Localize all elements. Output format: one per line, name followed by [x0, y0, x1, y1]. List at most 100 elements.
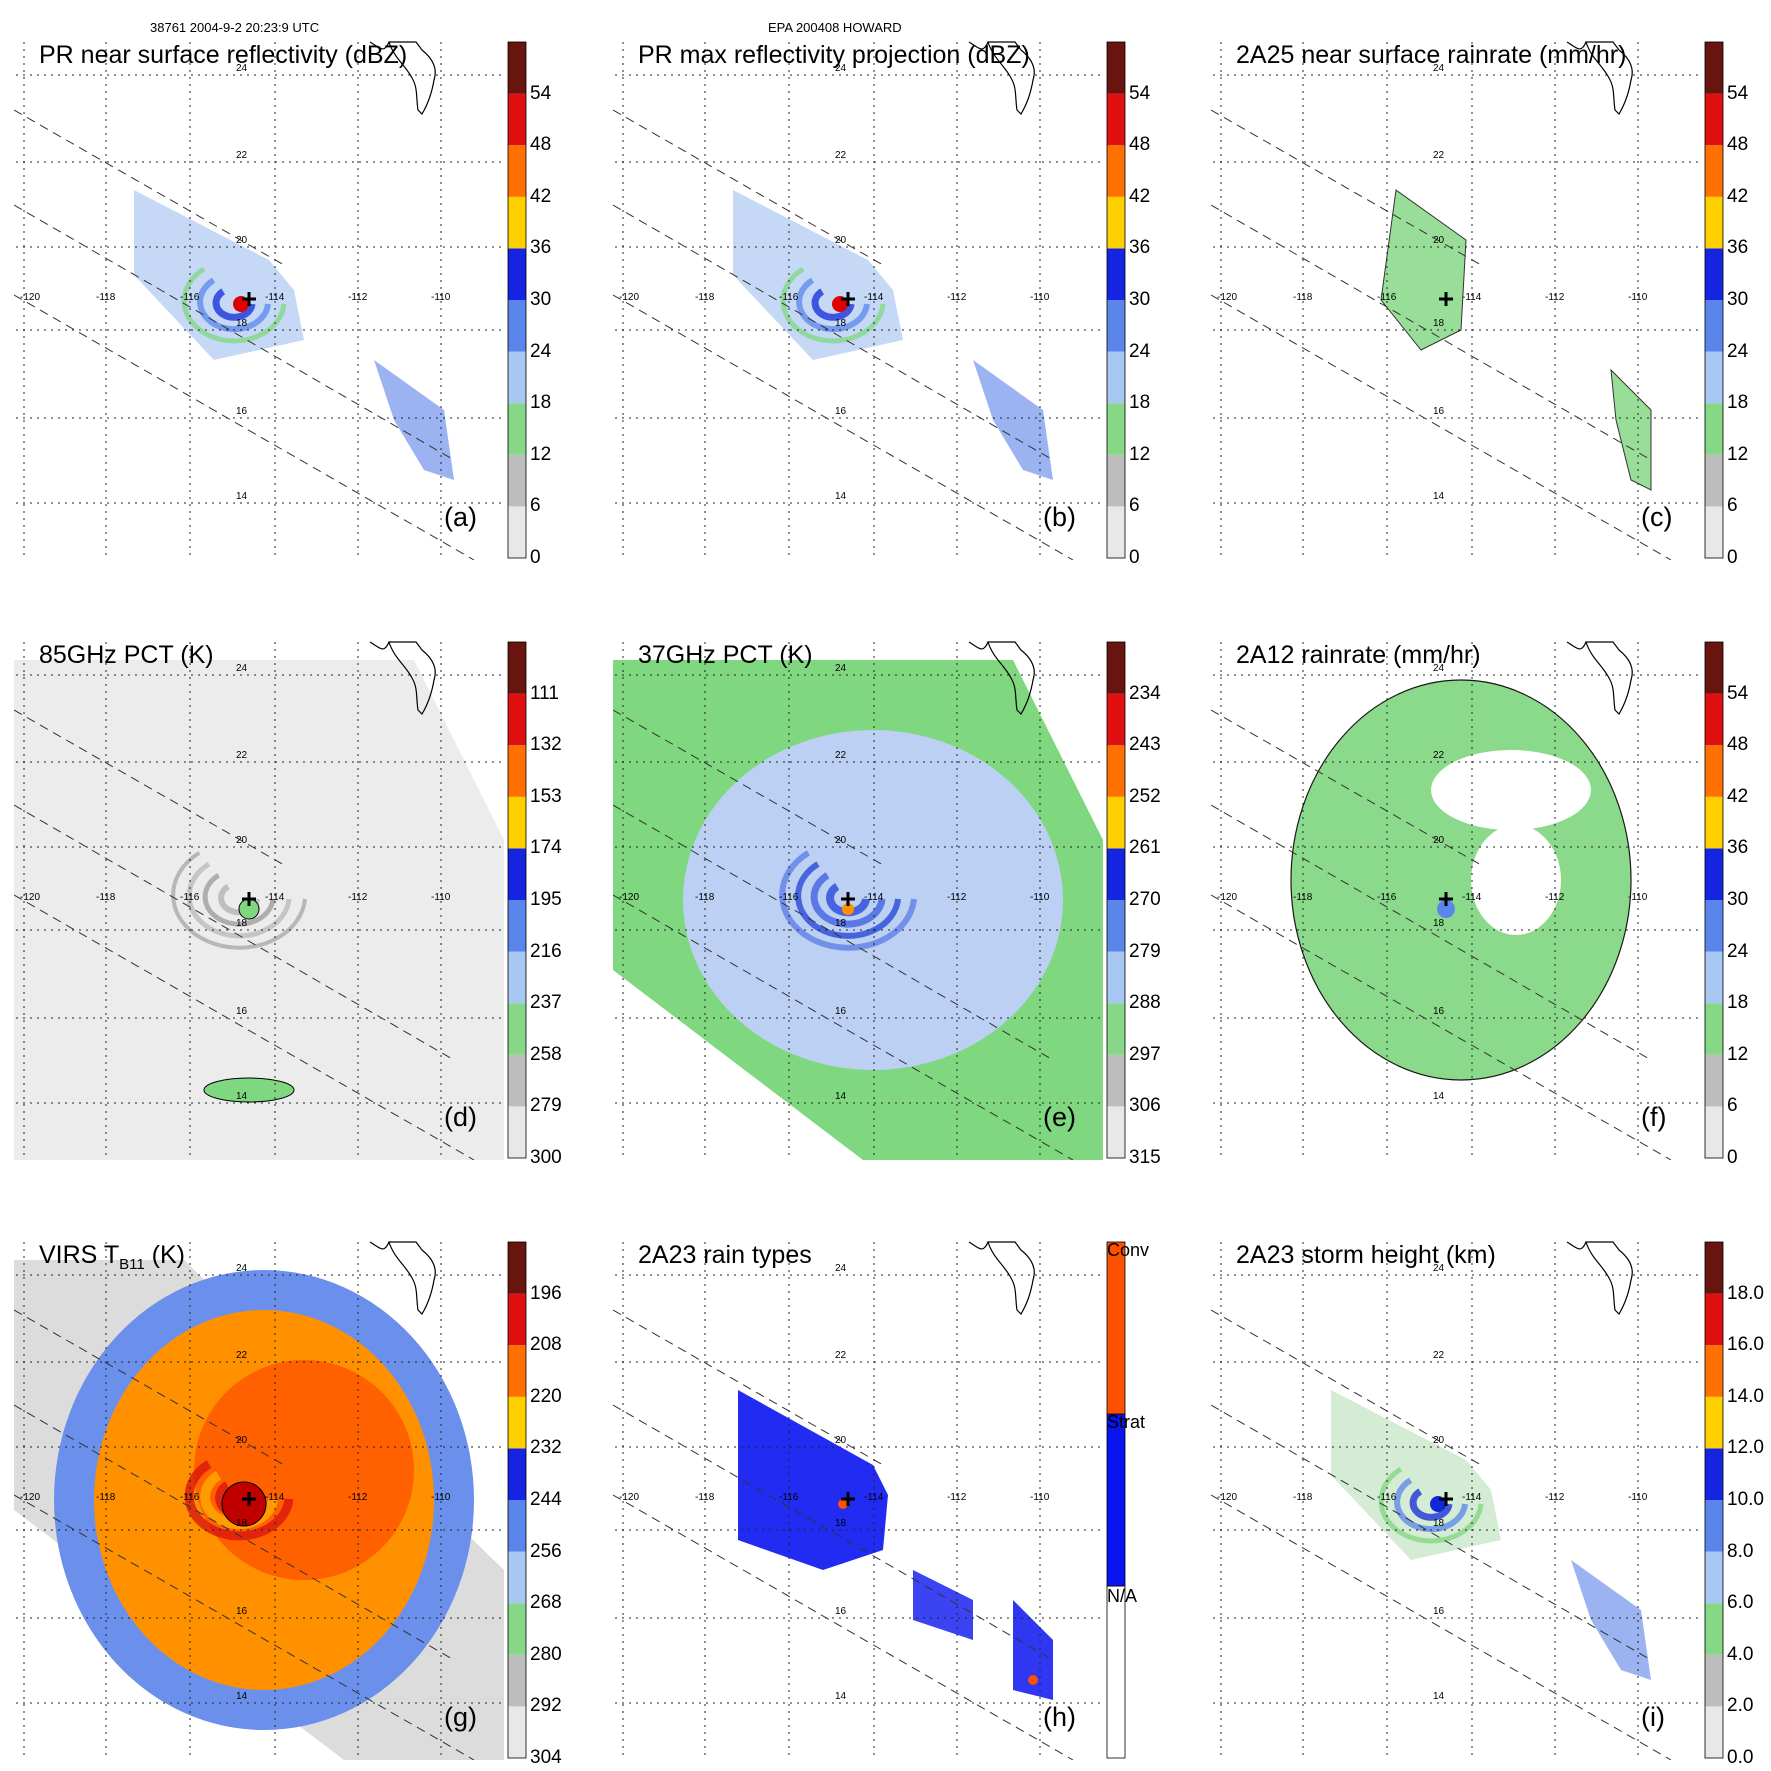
lon-label: -116 — [180, 892, 200, 903]
colorbar-tick-label: 14.0 — [1727, 1385, 1764, 1407]
panel-title-a: PR near surface reflectivity (dBZ) — [39, 41, 407, 70]
colorbar-tick-label: 42 — [1727, 185, 1749, 207]
colorbar-segment — [1705, 1706, 1723, 1758]
colorbar-segment — [1107, 454, 1125, 507]
colorbar-segment — [1705, 1345, 1723, 1397]
lon-label: -118 — [1293, 892, 1313, 903]
colorbar-tick-label: 54 — [1727, 682, 1749, 704]
colorbar-segment — [1107, 1106, 1125, 1158]
lon-label: -116 — [779, 1492, 799, 1503]
colorbar-tick-label: 252 — [1129, 785, 1161, 807]
colorbar-tick-label: 216 — [530, 940, 562, 962]
colorbar-tick-label: 24 — [1129, 340, 1151, 362]
panel-title-units: (K) — [144, 1241, 185, 1269]
colorbar-segment — [1705, 745, 1723, 797]
lon-label: -118 — [1293, 292, 1313, 303]
lon-label: -118 — [1293, 1492, 1313, 1503]
lon-label: -110 — [1628, 292, 1648, 303]
lon-label: -116 — [779, 892, 799, 903]
lon-label: -114 — [265, 292, 285, 303]
map-c: -120 -118 -116 -114 -112 -110 24 22 20 18 16 14 — [1211, 41, 1699, 560]
lat-label: 20 — [1433, 835, 1445, 846]
colorbar-segment — [508, 951, 526, 1004]
panel-title-text: 85GHz PCT (K) — [39, 641, 214, 669]
colorbar-tick-label: 18 — [1727, 392, 1749, 414]
colorbar-tick-label: 42 — [530, 185, 552, 207]
map-d: -120 -118 -116 -114 -112 -110 24 22 20 18 16 14 — [14, 641, 504, 1160]
colorbar-segment — [1705, 145, 1723, 197]
lon-label: -114 — [864, 1492, 884, 1503]
lon-label: -112 — [348, 892, 368, 903]
colorbar-segment — [1107, 403, 1125, 455]
lon-label: -110 — [1628, 892, 1648, 903]
colorbar-tick-label: 0.0 — [1727, 1747, 1754, 1768]
field-a — [134, 190, 454, 480]
colorbar-tick-label: 270 — [1129, 889, 1161, 910]
colorbar-segment — [508, 796, 526, 849]
lon-label: -116 — [1377, 892, 1397, 903]
colorbar-segment — [1705, 848, 1723, 900]
lat-label: 20 — [236, 235, 248, 246]
lon-label: -110 — [1628, 1492, 1648, 1503]
colorbar-segment — [1107, 900, 1125, 952]
colorbar-segment — [1107, 951, 1125, 1004]
panel-title-text: 2A23 storm height (km) — [1236, 1241, 1496, 1269]
colorbar-tick-label: 12 — [1727, 443, 1749, 465]
colorbar-segment — [1107, 1054, 1125, 1107]
lon-label: -118 — [695, 292, 715, 303]
lon-label: -112 — [348, 1492, 368, 1503]
map-h: -120 -118 -116 -114 -112 -110 24 22 20 18 16 14 — [613, 1241, 1101, 1760]
colorbar-tick-label: 244 — [530, 1489, 562, 1510]
colorbar-segment — [508, 1654, 526, 1707]
panel-label-h: (h) — [1043, 1702, 1076, 1732]
colorbar-tick-label: 30 — [1129, 289, 1151, 310]
lon-label: -116 — [180, 292, 200, 303]
colorbar-tick-label: 256 — [530, 1540, 562, 1562]
colorbar-tick-label: 297 — [1129, 1043, 1161, 1065]
lat-label: 18 — [236, 318, 248, 329]
colorbar-tick-label: 36 — [1129, 237, 1151, 259]
lat-label: 16 — [835, 1006, 847, 1017]
colorbar-segment — [508, 642, 526, 694]
colorbar-tick-label: 315 — [1129, 1147, 1161, 1168]
lat-label: 14 — [1433, 491, 1445, 502]
lon-label: -118 — [96, 1492, 116, 1503]
colorbar-c — [1704, 41, 1724, 559]
colorbar-segment — [1107, 145, 1125, 197]
colorbar-segment — [1106, 1413, 1126, 1587]
lon-label: -116 — [1377, 292, 1397, 303]
lat-label: 22 — [835, 150, 847, 161]
lon-label: -114 — [265, 1492, 285, 1503]
colorbar-tick-label: 36 — [1727, 237, 1749, 259]
lat-label: 14 — [835, 1091, 847, 1102]
colorbar-tick-label: 258 — [530, 1043, 562, 1065]
panel-title-text: 2A25 near surface rainrate (mm/hr) — [1236, 41, 1627, 69]
lat-label: 22 — [1433, 150, 1445, 161]
colorbar-tick-label: 12 — [1727, 1043, 1749, 1065]
lon-label: -110 — [1030, 1492, 1050, 1503]
lat-label: 22 — [1433, 750, 1445, 761]
lon-label: -120 — [619, 1492, 639, 1503]
lat-label: 18 — [835, 918, 847, 929]
lat-label: 22 — [236, 750, 248, 761]
lat-label: 22 — [1433, 1350, 1445, 1361]
lat-label: 24 — [236, 663, 248, 674]
header-storm-name: EPA 200408 HOWARD — [768, 20, 902, 35]
colorbar-segment — [1705, 1500, 1723, 1552]
colorbar-tick-label: 42 — [1129, 185, 1151, 207]
panel-label-f: (f) — [1641, 1102, 1667, 1132]
map-a: -120 -118 -116 -114 -112 -110 24 22 20 18 16 14 — [14, 41, 502, 560]
colorbar-h — [1106, 1241, 1126, 1759]
colorbar-segment — [1107, 248, 1125, 300]
colorbar-segment — [508, 93, 526, 146]
colorbar-tick-label: 12 — [1129, 443, 1151, 465]
colorbar-tick-label: 237 — [530, 992, 562, 1014]
lon-label: -114 — [864, 892, 884, 903]
colorbar-tick-label: 243 — [1129, 734, 1161, 756]
colorbar-segment — [508, 1500, 526, 1552]
lat-label: 20 — [236, 1435, 248, 1446]
lon-label: -118 — [695, 1492, 715, 1503]
colorbar-segment — [508, 196, 526, 249]
colorbar-tick-label: 36 — [530, 237, 552, 259]
colorbar-tick-label: 48 — [1727, 134, 1749, 156]
